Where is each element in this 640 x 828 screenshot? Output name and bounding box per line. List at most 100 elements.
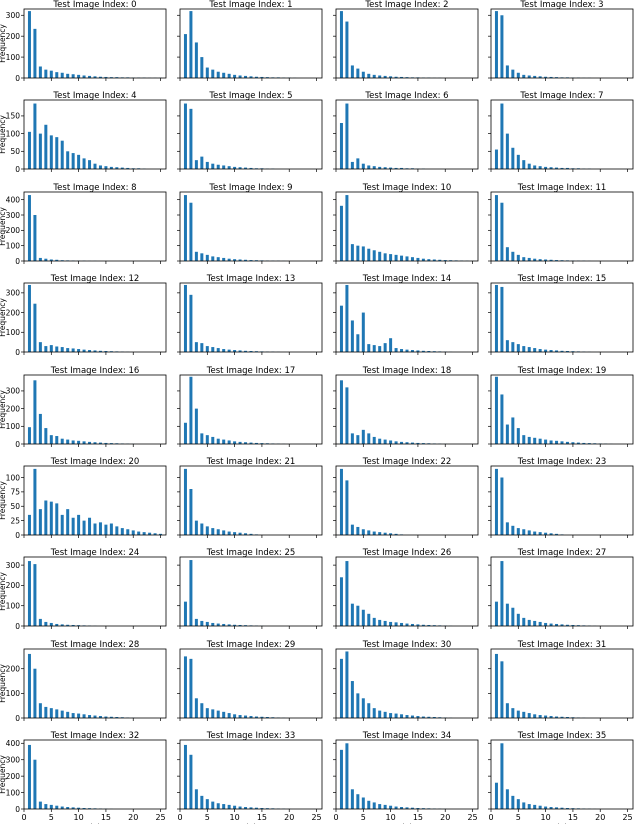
bar bbox=[222, 349, 225, 352]
bar bbox=[126, 529, 129, 535]
bar bbox=[66, 348, 69, 352]
bar bbox=[506, 134, 509, 169]
panel-title: Test Image Index: 12 bbox=[50, 274, 140, 284]
x-tick-label: 0 bbox=[21, 813, 26, 822]
panel-title: Test Image Index: 33 bbox=[206, 731, 296, 741]
y-tick-label: 50 bbox=[10, 147, 20, 156]
y-tick-label: 300 bbox=[6, 561, 21, 570]
bar bbox=[206, 68, 209, 78]
y-tick-label: 100 bbox=[6, 129, 21, 138]
panel-title: Test Image Index: 19 bbox=[517, 366, 607, 376]
bar bbox=[206, 708, 209, 718]
bar bbox=[528, 164, 531, 169]
bar bbox=[522, 712, 525, 718]
panel-8: Test Image Index: 80100200300400Frequenc… bbox=[0, 183, 166, 266]
bar bbox=[206, 435, 209, 444]
bar bbox=[495, 11, 498, 78]
bar bbox=[500, 478, 503, 536]
bar bbox=[506, 340, 509, 352]
y-tick-label: 0 bbox=[15, 257, 20, 266]
panel-title: Test Image Index: 25 bbox=[206, 548, 296, 558]
bar bbox=[373, 250, 376, 261]
bar bbox=[88, 160, 91, 169]
bar bbox=[345, 104, 348, 169]
panel-title: Test Image Index: 31 bbox=[517, 640, 607, 650]
panel-6: Test Image Index: 6 bbox=[333, 91, 478, 172]
bar bbox=[55, 137, 58, 169]
bar bbox=[189, 203, 192, 261]
bar bbox=[28, 132, 31, 169]
panel-title: Test Image Index: 7 bbox=[519, 91, 603, 101]
bar bbox=[495, 602, 498, 626]
panel-11: Test Image Index: 11 bbox=[488, 183, 633, 264]
y-tick-label: 25 bbox=[10, 516, 20, 525]
axes-frame bbox=[24, 740, 166, 809]
bar bbox=[195, 342, 198, 352]
panel-22: Test Image Index: 22 bbox=[333, 457, 478, 538]
bar bbox=[384, 440, 387, 444]
bar bbox=[184, 656, 187, 718]
bar bbox=[143, 532, 146, 535]
bar bbox=[378, 252, 381, 261]
bar bbox=[522, 75, 525, 78]
bar bbox=[511, 342, 514, 352]
bar bbox=[411, 257, 414, 261]
panel-title: Test Image Index: 2 bbox=[364, 0, 448, 10]
bar bbox=[66, 712, 69, 718]
bar bbox=[389, 622, 392, 626]
bar bbox=[55, 72, 58, 78]
bar bbox=[389, 440, 392, 444]
bar bbox=[539, 349, 542, 352]
bar bbox=[189, 755, 192, 809]
panel-title: Test Image Index: 15 bbox=[517, 274, 607, 284]
bar bbox=[511, 608, 514, 626]
bar bbox=[211, 437, 214, 444]
bar bbox=[389, 254, 392, 261]
bar bbox=[356, 527, 359, 535]
y-tick-label: 300 bbox=[6, 211, 21, 220]
bar bbox=[495, 469, 498, 535]
bar bbox=[511, 148, 514, 169]
bar bbox=[228, 166, 231, 169]
bar bbox=[88, 715, 91, 718]
bar bbox=[367, 249, 370, 261]
bar bbox=[77, 349, 80, 352]
panel-17: Test Image Index: 17 bbox=[177, 366, 322, 447]
bar bbox=[395, 255, 398, 261]
panel-3: Test Image Index: 3 bbox=[488, 0, 633, 81]
y-axis-label: Frequency bbox=[0, 390, 7, 429]
bar bbox=[189, 659, 192, 718]
x-tick-label: 10 bbox=[541, 813, 551, 822]
bar bbox=[378, 439, 381, 444]
bar bbox=[340, 123, 343, 169]
bar bbox=[104, 166, 107, 169]
bar bbox=[200, 157, 203, 169]
bar bbox=[115, 526, 118, 535]
bar bbox=[206, 799, 209, 809]
bar bbox=[373, 802, 376, 809]
bar bbox=[206, 622, 209, 626]
bar bbox=[511, 252, 514, 261]
bar bbox=[44, 707, 47, 718]
panel-title: Test Image Index: 32 bbox=[50, 731, 140, 741]
axes-frame bbox=[491, 283, 633, 352]
panel-13: Test Image Index: 13 bbox=[177, 274, 322, 355]
bar bbox=[28, 515, 31, 535]
y-tick-label: 100 bbox=[6, 689, 21, 698]
bar bbox=[373, 532, 376, 535]
bar bbox=[55, 709, 58, 718]
bar bbox=[345, 22, 348, 78]
panel-14: Test Image Index: 14 bbox=[333, 274, 478, 355]
bar bbox=[517, 614, 520, 626]
bar bbox=[362, 246, 365, 261]
bar bbox=[500, 661, 503, 718]
bar bbox=[362, 72, 365, 78]
bar bbox=[356, 794, 359, 809]
bar bbox=[61, 711, 64, 718]
bar bbox=[195, 698, 198, 718]
panel-title: Test Image Index: 17 bbox=[206, 366, 296, 376]
bar bbox=[233, 714, 236, 718]
panel-2: Test Image Index: 2 bbox=[333, 0, 478, 81]
bar bbox=[222, 712, 225, 718]
